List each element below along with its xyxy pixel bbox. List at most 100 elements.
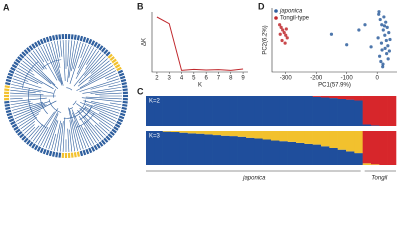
bar-segment	[204, 96, 213, 126]
tree-tip	[10, 66, 16, 72]
bar-segment	[262, 139, 272, 165]
tree-branch	[79, 108, 108, 134]
tree-branch	[42, 113, 59, 148]
tree-tip	[7, 72, 14, 77]
bar-segment	[146, 131, 155, 165]
tree-branch	[24, 58, 59, 89]
tree-branch	[14, 72, 39, 84]
point	[363, 23, 367, 27]
tree-tip	[36, 146, 42, 152]
bar-segment	[312, 144, 322, 165]
tree-branch	[79, 78, 120, 92]
tree-branch	[84, 127, 95, 145]
bar-segment	[204, 131, 213, 135]
x-tick-label: 9	[241, 76, 245, 82]
tree-tip	[96, 143, 101, 149]
tree-branch	[56, 122, 63, 152]
point	[382, 15, 386, 19]
tree-branch	[54, 41, 61, 68]
tree-tip	[73, 34, 77, 40]
tree-arc	[75, 99, 87, 115]
point	[278, 23, 282, 27]
tree-tip	[114, 64, 121, 69]
tree-branch	[22, 60, 52, 85]
bar-segment	[304, 96, 313, 126]
tree-branch	[17, 110, 41, 125]
bar-segment	[304, 143, 313, 165]
tree-branch	[93, 104, 120, 114]
tree-tip	[6, 75, 13, 80]
tree-branch	[20, 62, 33, 72]
x-tick-label: 2	[155, 76, 159, 82]
tree-tip	[113, 61, 119, 66]
bar-segment	[296, 96, 305, 126]
tree-branch	[90, 89, 122, 94]
bar-segment	[229, 131, 238, 137]
tree-branch	[108, 84, 121, 88]
tree-tip	[4, 103, 10, 107]
tree-tip	[5, 109, 12, 114]
bar-segment	[312, 96, 322, 97]
bar-segment	[304, 131, 313, 144]
tree-tip	[103, 49, 109, 55]
figure: A B C D 2 3 4 5 6 7 8 9 K ΔK -300 -200 -100 0 PC1(57.9…	[3, 1, 397, 182]
tree-tip	[96, 43, 101, 49]
bar-segment	[387, 96, 397, 126]
point	[284, 33, 288, 37]
tree-tip	[34, 144, 39, 151]
bar-segment	[246, 131, 255, 138]
bar-segment	[196, 96, 205, 126]
axis	[271, 8, 397, 73]
x-tick-label: 5	[192, 76, 196, 82]
x-tick-label: 8	[229, 76, 233, 82]
bar-segment	[246, 137, 255, 165]
bar-segment	[329, 98, 338, 126]
point	[369, 45, 373, 49]
tree-tip	[7, 115, 14, 120]
bar-segment	[162, 131, 172, 165]
tree-tip	[107, 133, 113, 139]
tree-tip	[55, 34, 59, 40]
point	[378, 54, 382, 58]
tree-branch	[10, 101, 31, 106]
tree-branch	[45, 119, 58, 149]
tree-tip	[48, 150, 53, 157]
bar-segment	[246, 96, 255, 126]
tree-tip	[39, 38, 44, 45]
legend-marker	[274, 16, 278, 20]
tree-tip	[17, 56, 23, 61]
tree-branch	[78, 116, 97, 144]
tree-branch	[105, 72, 118, 79]
tree-branch	[72, 112, 87, 149]
bar-segment	[204, 134, 213, 165]
tree-branch	[83, 100, 121, 111]
tree-tip	[4, 85, 10, 89]
tree-tip	[122, 88, 128, 92]
tree-tip	[76, 35, 80, 41]
x-tick-label: 0	[376, 76, 380, 82]
tree-arc	[40, 94, 48, 115]
tree-tip	[82, 36, 87, 43]
tree-tip	[21, 135, 27, 141]
tree-branch	[62, 40, 66, 81]
bar-segment	[237, 96, 247, 126]
bar-segment	[346, 131, 355, 152]
tree-tip	[31, 43, 36, 49]
tree-tip	[98, 141, 104, 147]
tree-tip	[118, 72, 125, 77]
bar-segment	[229, 96, 238, 126]
legend-label: Tongil-type	[280, 16, 310, 22]
tree-tip	[76, 151, 80, 157]
point	[385, 52, 389, 56]
tree-branch	[69, 120, 76, 152]
tree-tip	[5, 82, 11, 86]
x-tick-label: -300	[280, 76, 293, 82]
tree-branch	[12, 78, 42, 89]
tree-branch	[59, 121, 64, 152]
panel-label: B	[137, 1, 144, 11]
tree-branch	[69, 42, 84, 84]
point	[388, 37, 392, 42]
tree-tip	[88, 38, 93, 45]
tree-branch	[45, 43, 63, 86]
point	[383, 33, 387, 37]
